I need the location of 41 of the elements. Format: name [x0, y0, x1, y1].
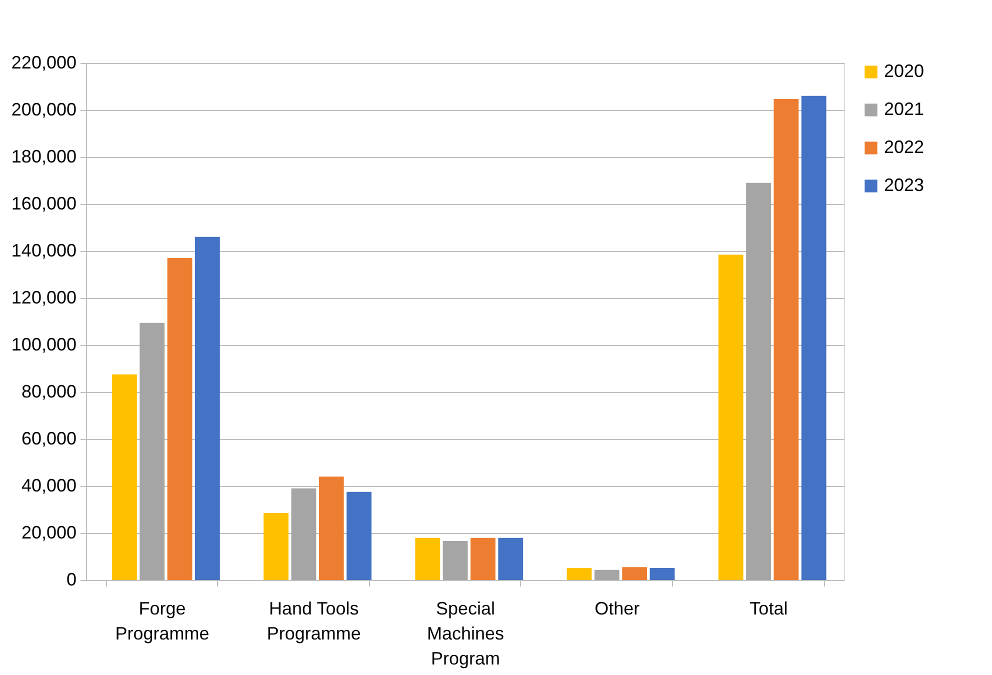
bar — [498, 538, 524, 580]
y-tick-label: 80,000 — [21, 382, 76, 402]
bar — [442, 540, 468, 580]
x-tick-label: Special Machines Program — [426, 598, 504, 668]
bar — [264, 513, 288, 580]
y-tick-label: 120,000 — [11, 288, 76, 308]
bar — [140, 322, 165, 580]
y-tick-label: 0 — [66, 570, 76, 590]
y-tick-label: 180,000 — [11, 146, 76, 166]
legend-label: 2020 — [884, 61, 924, 81]
bar — [774, 98, 799, 580]
bar — [594, 570, 620, 580]
bar — [801, 96, 826, 580]
y-tick-label: 200,000 — [11, 100, 76, 120]
legend-label: 2022 — [884, 137, 924, 157]
y-tick-label: 160,000 — [11, 194, 76, 214]
y-tick-label: 40,000 — [21, 476, 76, 496]
bar — [195, 236, 220, 580]
bar — [167, 258, 192, 580]
bar — [318, 476, 344, 580]
legend-label: 2021 — [884, 99, 924, 119]
bar — [746, 182, 771, 580]
y-tick-label: 140,000 — [11, 240, 76, 260]
bar — [566, 568, 592, 580]
x-tick-label: Other — [594, 598, 640, 618]
bar — [470, 538, 496, 580]
bar — [650, 568, 675, 580]
legend-label: 2023 — [884, 175, 924, 195]
y-tick-label: 220,000 — [11, 52, 76, 72]
y-tick-label: 20,000 — [21, 522, 76, 542]
x-tick-label: Total — [750, 598, 788, 618]
y-tick-label: 60,000 — [21, 428, 76, 448]
bar — [718, 254, 744, 580]
bar — [346, 492, 372, 580]
bar — [415, 538, 440, 580]
bar — [622, 567, 648, 580]
y-tick-label: 100,000 — [11, 334, 76, 354]
x-tick-label: Hand Tools Programme — [266, 598, 361, 644]
bar — [112, 374, 137, 580]
bar — [291, 488, 316, 580]
x-tick-label: Forge Programme — [115, 598, 210, 644]
